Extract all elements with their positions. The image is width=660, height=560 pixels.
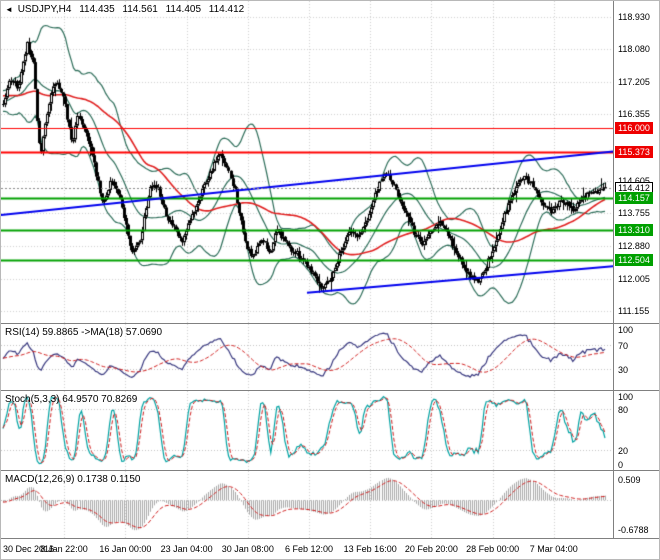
ohlc-open-value: 114.435: [79, 4, 115, 15]
support-price-badge: 113.310: [615, 223, 653, 236]
stochastic-axis-label: 80: [618, 404, 629, 415]
resistance-price-badge: 116.000: [615, 121, 653, 134]
pane-separator[interactable]: [1, 390, 659, 391]
ohlc-close-value: 114.412: [208, 4, 245, 15]
time-axis-label: 30 Dec 2016: [3, 544, 55, 554]
pane-separator[interactable]: [1, 470, 659, 471]
price-axis-label: 112.880: [618, 241, 650, 252]
rsi-axis-label: 100: [618, 325, 634, 335]
price-axis-label: 116.355: [618, 109, 650, 120]
rsi-axis-label: 70: [618, 341, 629, 351]
price-axis-label: 113.755: [618, 207, 650, 218]
time-axis-label: 23 Jan 04:00: [160, 544, 213, 554]
support-price-badge: 114.157: [615, 191, 653, 204]
rsi-pane: RSI(14) 59.8865 ->MA(18) 57.0690 100 70 30: [1, 324, 659, 390]
rsi-axis-label: 30: [618, 365, 629, 375]
price-axis-label: 112.005: [618, 274, 650, 285]
support-price-badge: 112.504: [615, 254, 653, 267]
price-axis-label: 117.205: [618, 77, 650, 88]
price-axis-label: 114.605: [618, 175, 650, 186]
time-axis-label: 20 Feb 20:00: [404, 544, 458, 554]
time-axis-label: 30 Jan 08:00: [221, 544, 274, 554]
resistance-price-badge: 115.373: [615, 145, 653, 158]
time-axis-label: 6 Feb 12:00: [284, 544, 334, 554]
stochastic-pane: Stoch(5,3,3) 64.9570 70.8269 100 80 20 0: [1, 391, 659, 470]
main-price-pane: ◄ USDJPY,H4 114.435 114.561 114.405 114.…: [1, 1, 659, 323]
price-chart-canvas[interactable]: [1, 1, 613, 323]
rsi-indicator-label: RSI(14) 59.8865 ->MA(18) 57.0690: [5, 327, 163, 338]
ohlc-low-value: 114.405: [165, 4, 201, 15]
macd-axis-label: 0.509: [618, 474, 641, 485]
price-axis[interactable]: 118.930 118.080 117.205 116.355 116.000 115.3…: [613, 1, 659, 323]
time-axis-label: 8 Jan 22:00: [40, 544, 88, 554]
price-axis-label: 111.155: [618, 306, 650, 317]
ohlc-high-value: 114.561: [122, 4, 158, 15]
symbol-marker-icon: ◄: [5, 5, 13, 14]
macd-pane: MACD(12,26,9) 0.1738 0.1150 0.509 -0.6788: [1, 471, 659, 538]
stochastic-axis-label: 100: [618, 392, 634, 402]
price-axis-label: 118.080: [618, 44, 650, 55]
rsi-canvas[interactable]: [1, 324, 613, 390]
macd-axis[interactable]: 0.509 -0.6788: [613, 471, 659, 538]
pane-separator: [1, 538, 659, 539]
time-axis-label: 7 Mar 04:00: [529, 544, 578, 554]
pane-separator[interactable]: [1, 323, 659, 324]
time-axis-label: 16 Jan 00:00: [99, 544, 152, 554]
macd-canvas[interactable]: [1, 471, 613, 538]
macd-indicator-label: MACD(12,26,9) 0.1738 0.1150: [5, 474, 141, 485]
stochastic-axis-label: 0: [618, 460, 624, 470]
rsi-axis[interactable]: 100 70 30: [613, 324, 659, 390]
macd-axis-label: -0.6788: [618, 524, 649, 535]
stochastic-canvas[interactable]: [1, 391, 613, 470]
time-axis-label: 28 Feb 00:00: [466, 544, 520, 554]
stochastic-indicator-label: Stoch(5,3,3) 64.9570 70.8269: [5, 394, 138, 405]
time-axis-label: 13 Feb 16:00: [343, 544, 397, 554]
time-axis[interactable]: 30 Dec 2016 8 Jan 22:00 16 Jan 00:00 23 Jan…: [1, 539, 659, 559]
symbol-period-label: USDJPY,H4: [17, 4, 72, 15]
stochastic-axis-label: 20: [618, 446, 629, 457]
stochastic-axis[interactable]: 100 80 20 0: [613, 391, 659, 470]
chart-header: ◄ USDJPY,H4 114.435 114.561 114.405 114.…: [5, 4, 249, 15]
price-axis-label: 118.930: [618, 11, 650, 22]
